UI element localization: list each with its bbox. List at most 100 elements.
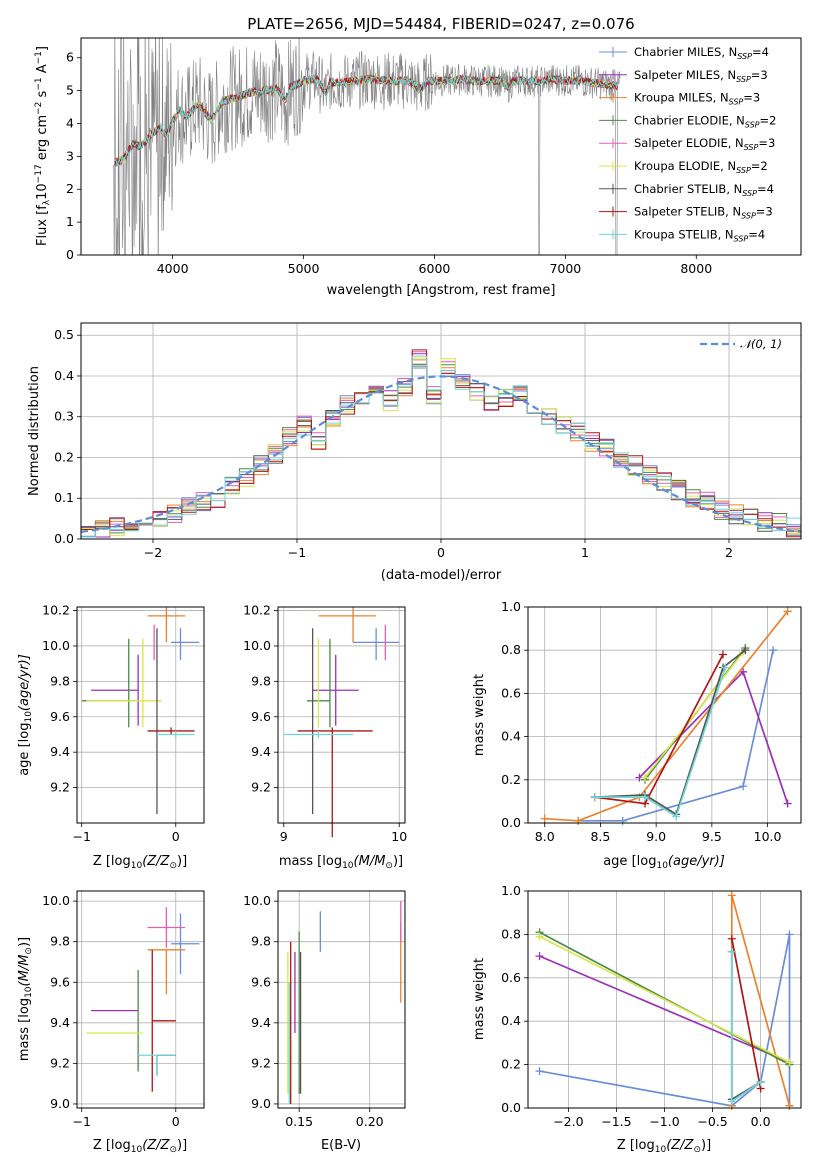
age-vs-z-ylabel: age [log10(age/yr)] <box>17 654 34 776</box>
spectrum-xtick-label: 6000 <box>419 261 451 276</box>
legend-label-1: Salpeter MILES, NSSP=3 <box>634 68 768 84</box>
residuals-xtick-label: 1 <box>581 545 589 560</box>
residuals-ytick-label: 0.3 <box>54 409 74 424</box>
weight-vs-z-ytick-label: 0.4 <box>501 1013 521 1028</box>
legend-label-5: Kroupa ELODIE, NSSP=2 <box>634 159 768 175</box>
spectrum-legend: Chabrier MILES, NSSP=4 Salpeter MILES, NS… <box>599 45 776 243</box>
age-vs-z-grid <box>77 607 204 823</box>
mass-vs-ebv-xtick-label: 0.15 <box>285 1114 313 1129</box>
weight-vs-age-xtick-label: 10.0 <box>754 829 782 844</box>
weight-vs-age-marker-0-1 <box>618 816 627 825</box>
mass-vs-z-ylabel: mass [log10(M/M⊙)] <box>17 937 34 1061</box>
age-vs-metallicity-panel: −1 09.29.49.69.810.010.2 Z [log10(Z/Z⊙)] … <box>17 603 205 871</box>
residuals-ytick-label: 0.0 <box>54 531 74 546</box>
weight-vs-z-marker-6-0 <box>727 934 736 943</box>
weight-vs-age-marker-4-0 <box>641 773 649 782</box>
weight-vs-z-series-3 <box>539 931 790 1066</box>
residuals-ytick-label: 0.2 <box>54 449 74 464</box>
weight-vs-age-series-7 <box>594 667 727 818</box>
mass-vs-ebv-ytick-label: 9.2 <box>251 1055 271 1070</box>
residuals-xtick-label: −2 <box>144 545 162 560</box>
spectrum-title: PLATE=2656, MJD=54484, FIBERID=0247, z=0… <box>247 15 634 33</box>
weight-vs-z-ytick-label: 1.0 <box>501 883 521 898</box>
weight-vs-age-ytick-label: 0.8 <box>501 642 521 657</box>
weight-vs-z-marker-1-0 <box>535 952 544 961</box>
weight-vs-age-panel: 8.0 8.5 9.0 9.5 10.0 0.0 0.2 0.4 0.6 0.8 1.0 age [… <box>472 599 802 871</box>
spectrum-xtick-label: 5000 <box>288 261 320 276</box>
legend-label-6: Chabrier STELIB, NSSP=4 <box>634 182 774 198</box>
legend-label-2: Kroupa MILES, NSSP=3 <box>634 91 760 107</box>
spectrum-ytick-label: 6 <box>66 50 74 65</box>
weight-vs-age-ytick-label: 0.4 <box>501 729 521 744</box>
mass-vs-ebv-grid <box>278 891 405 1108</box>
legend-label-3: Chabrier ELODIE, NSSP=2 <box>634 113 776 129</box>
residuals-xtick-label: −1 <box>288 545 306 560</box>
mass-vs-z-xtick-label: 0 <box>172 1114 180 1129</box>
gaussian-curve <box>80 375 802 533</box>
weight-vs-z-xtick-label: −1.5 <box>601 1114 631 1129</box>
residuals-xtick-label: 0 <box>437 545 445 560</box>
weight-vs-age-xtick-label: 9.5 <box>702 829 722 844</box>
weight-vs-z-marker-0-3 <box>785 930 794 939</box>
age-vs-mass-xtick-label: 10 <box>391 829 407 844</box>
spectrum-ylabel: Flux [fλ10−17 erg cm−2 s−1 A−1] <box>34 46 52 246</box>
legend-label-8: Kroupa STELIB, NSSP=4 <box>634 227 765 243</box>
weight-vs-z-ytick-label: 0.6 <box>501 970 521 985</box>
spectrum-ytick-label: 2 <box>66 181 74 196</box>
mass-vs-ebv-ytick-label: 9.4 <box>251 1015 271 1030</box>
spectrum-ytick-label: 5 <box>66 83 74 98</box>
mass-vs-z-ytick-label: 9.4 <box>50 1015 70 1030</box>
weight-vs-age-ytick-label: 0.0 <box>501 815 521 830</box>
mass-vs-z-ytick-label: 9.8 <box>50 934 70 949</box>
weight-vs-age-series-2 <box>544 610 789 822</box>
weight-vs-age-marker-6-2 <box>719 650 727 659</box>
observed-spectrum <box>113 38 621 255</box>
age-vs-z-ytick-label: 9.2 <box>50 780 70 795</box>
weight-vs-age-xlabel: age [log10(age/yr)] <box>603 854 725 871</box>
weight-vs-z-series-5 <box>730 951 762 1101</box>
weight-vs-z-xlabel: Z [log10(Z/Z⊙)] <box>617 1138 711 1155</box>
weight-vs-age-marker-2-1 <box>574 816 583 825</box>
weight-vs-age-xtick-label: 8.0 <box>535 829 555 844</box>
age-vs-mass-xlabel: mass [log10(M/M⊙)] <box>279 854 403 871</box>
weight-vs-age-marker-1-2 <box>783 799 792 808</box>
age-vs-z-ytick-label: 9.8 <box>50 673 70 688</box>
spectrum-ytick-label: 0 <box>66 247 74 262</box>
mass-vs-z-ytick-label: 9.2 <box>50 1055 70 1070</box>
legend-label-0: Chabrier MILES, NSSP=4 <box>634 45 769 61</box>
weight-vs-age-marker-0-2 <box>739 782 748 791</box>
age-vs-mass-ytick-label: 9.6 <box>251 709 271 724</box>
spectrum-ytick-label: 1 <box>66 214 74 229</box>
model-spectrum-kroupa-stelib <box>114 74 619 167</box>
weight-vs-z-series-7 <box>730 951 762 1104</box>
mass-vs-ebv-ytick-label: 9.6 <box>251 974 271 989</box>
residuals-xtick-label: 2 <box>725 545 733 560</box>
spectrum-ytick-label: 4 <box>66 115 74 130</box>
residuals-ytick-label: 0.1 <box>54 490 74 505</box>
age-vs-z-ytick-label: 10.0 <box>42 638 70 653</box>
weight-vs-z-xtick-label: −0.5 <box>697 1114 727 1129</box>
residuals-ylabel: Normed distribution <box>27 366 42 496</box>
weight-vs-age-xtick-label: 8.5 <box>590 829 610 844</box>
residuals-ytick-label: 0.5 <box>54 327 74 342</box>
weight-vs-age-xtick-label: 9.0 <box>646 829 666 844</box>
residuals-legend: 𝒩(0, 1) <box>700 337 782 351</box>
age-vs-mass-panel: 9 10 9.2 9.4 9.6 9.8 10.0 10.2 mass [log10(M/M⊙… <box>243 603 407 871</box>
spectrum-xtick-label: 7000 <box>549 261 581 276</box>
weight-vs-age-marker-7-0 <box>590 793 599 802</box>
weight-vs-z-series-6 <box>730 938 762 1089</box>
weight-vs-age-ytick-label: 0.6 <box>501 685 521 700</box>
weight-vs-z-ytick-label: 0.2 <box>501 1057 521 1072</box>
weight-vs-age-marker-7-1 <box>641 793 649 802</box>
weight-vs-z-xtick-label: −2.0 <box>553 1114 583 1129</box>
mass-vs-ebv-ytick-label: 9.8 <box>251 934 271 949</box>
age-vs-mass-ytick-label: 10.0 <box>243 638 271 653</box>
weight-vs-age-ytick-label: 1.0 <box>501 599 521 614</box>
age-vs-z-xlabel: Z [log10(Z/Z⊙)] <box>93 854 187 871</box>
weight-vs-z-marker-2-1 <box>727 891 736 900</box>
weight-vs-age-marker-0-3 <box>769 646 778 655</box>
weight-vs-age-marker-7-3 <box>721 663 730 672</box>
age-vs-z-xtick-label: −1 <box>72 829 90 844</box>
weight-vs-z-ytick-label: 0.8 <box>501 926 521 941</box>
